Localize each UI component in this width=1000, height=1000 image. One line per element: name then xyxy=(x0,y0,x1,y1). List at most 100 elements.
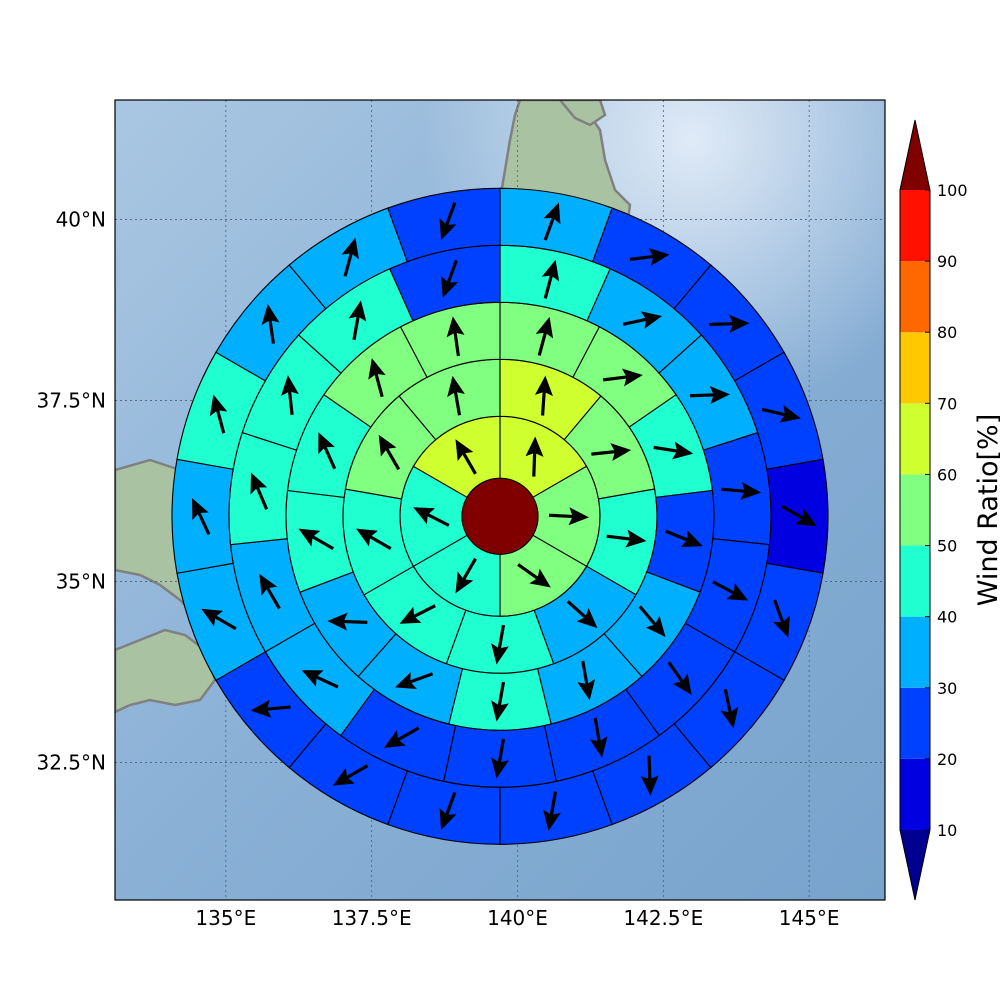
wind-arrow-r5-s17 xyxy=(439,201,457,241)
arrow-shape xyxy=(541,259,560,299)
arrow-shape xyxy=(721,481,762,500)
wind-arrow-r3-s3 xyxy=(665,529,703,547)
arrow-shape xyxy=(577,660,596,701)
arrow-shape xyxy=(455,439,477,475)
wind-arrow-r3-s11 xyxy=(368,358,386,398)
sector-r4-s11 xyxy=(228,431,298,546)
wind-arrow-r5-s16 xyxy=(341,237,359,277)
x-tick-label-4: 145°E xyxy=(779,906,840,930)
arrow-shape xyxy=(772,599,790,638)
arrow-shape xyxy=(781,504,817,527)
wind-arrow-r1-s0 xyxy=(525,436,544,477)
wind-arrow-r1-s3 xyxy=(455,557,477,594)
arrow-shape xyxy=(384,726,420,748)
sector-r5-s13 xyxy=(171,458,234,574)
arrow-shape xyxy=(535,316,554,356)
colorbar-over-triangle xyxy=(900,120,930,190)
arrow-shape xyxy=(606,529,647,548)
colorbar-tick-label-4: 50 xyxy=(937,537,957,556)
arrow-shape xyxy=(525,436,544,477)
colorbar-bin-1 xyxy=(900,687,930,759)
wind-arrow-r4-s11 xyxy=(250,472,269,510)
arrow-shape xyxy=(348,300,367,341)
wind-arrow-r4-s0 xyxy=(541,259,560,299)
wind-arrow-r2-s1 xyxy=(591,443,632,461)
arrow-shape xyxy=(629,247,670,266)
arrow-shape xyxy=(712,580,749,601)
arrow-shape xyxy=(709,314,750,333)
arrow-shape xyxy=(209,394,228,434)
arrow-shape xyxy=(447,375,465,416)
arrow-shape xyxy=(368,358,386,398)
wind-arrow-r4-s2 xyxy=(689,386,730,405)
wind-arrow-r1-s4 xyxy=(413,507,450,527)
arrow-shape xyxy=(543,202,561,241)
colorbar-tick-label-1: 20 xyxy=(937,750,957,769)
colorbar-bin-4 xyxy=(900,474,930,546)
colorbar-tick-label-9: 100 xyxy=(937,181,968,200)
wind-arrow-r4-s7 xyxy=(491,738,509,779)
arrow-shape xyxy=(439,201,457,241)
arrow-shape xyxy=(441,259,459,298)
wind-arrow-r5-s8 xyxy=(543,791,561,831)
wind-arrow-r4-s8 xyxy=(384,726,420,748)
wind-arrow-r3-s10 xyxy=(318,432,337,470)
wind-arrow-r3-s2 xyxy=(653,441,694,460)
wind-arrow-r3-s5 xyxy=(577,660,596,701)
wind-arrow-r5-s11 xyxy=(250,699,291,718)
arrow-shape xyxy=(491,624,509,665)
wind-sector-layer xyxy=(171,187,829,845)
arrow-shape xyxy=(589,717,608,758)
colorbar-bin-5 xyxy=(900,403,930,475)
colorbar-bin-7 xyxy=(900,261,930,333)
arrow-shape xyxy=(667,661,692,695)
arrow-shape xyxy=(298,528,334,551)
y-tick-label-0: 40°N xyxy=(56,207,106,231)
wind-arrow-r3-s0 xyxy=(535,316,554,356)
arrow-shape xyxy=(341,237,359,277)
arrow-shape xyxy=(439,791,457,831)
wind-arrow-r2-s8 xyxy=(447,375,465,416)
arrow-shape xyxy=(250,472,269,510)
y-tick-label-1: 37.5°N xyxy=(37,388,107,412)
colorbar-tick-label-0: 10 xyxy=(937,821,957,840)
arrow-shape xyxy=(622,311,663,329)
arrow-shape xyxy=(318,432,337,470)
wind-arrow-r3-s4 xyxy=(638,605,666,637)
wind-arrow-r2-s3 xyxy=(566,600,598,629)
colorbar-tick-label-7: 80 xyxy=(937,323,957,342)
plot-frame xyxy=(114,99,886,901)
wind-arrow-r2-s5 xyxy=(399,604,436,624)
y-tick-label-2: 35°N xyxy=(56,569,106,593)
wind-arrow-r5-s7 xyxy=(640,755,659,796)
wind-arrow-r2-s6 xyxy=(356,528,392,550)
arrow-shape xyxy=(192,498,211,536)
wind-arrow-r3-s6 xyxy=(491,681,509,722)
arrow-shape xyxy=(201,608,237,631)
arrow-shape xyxy=(638,605,666,637)
wind-arrow-r5-s15 xyxy=(261,303,280,344)
colorbar-tick-label-2: 30 xyxy=(937,679,957,698)
wind-arrow-r4-s14 xyxy=(441,259,459,298)
wind-arrow-r2-s2 xyxy=(606,529,647,548)
wind-arrow-r5-s1 xyxy=(629,247,670,266)
wind-arrow-r5-s9 xyxy=(439,791,457,831)
arrow-shape xyxy=(413,507,450,527)
wind-arrow-r5-s4 xyxy=(781,504,817,527)
wind-arrow-r4-s1 xyxy=(622,311,663,329)
colorbar-bin-3 xyxy=(900,545,930,617)
wind-arrow-r4-s4 xyxy=(712,580,749,601)
wind-arrow-r5-s12 xyxy=(201,608,237,631)
arrow-shape xyxy=(455,557,477,594)
arrow-shape xyxy=(281,375,299,416)
land-hokkaido-tip xyxy=(558,100,607,127)
wind-arrow-r2-s0 xyxy=(534,375,553,416)
wind-arrow-r5-s14 xyxy=(209,394,228,434)
arrow-shape xyxy=(491,681,509,722)
land-shikoku xyxy=(115,628,217,714)
x-tick-label-0: 135°E xyxy=(195,906,256,930)
colorbar-tick-label-6: 70 xyxy=(937,394,957,413)
colorbar-bin-8 xyxy=(900,190,930,262)
x-axis-ticks: 135°E 137.5°E 140°E 142.5°E 145°E xyxy=(195,906,839,930)
sector-r4-s3 xyxy=(702,431,772,546)
